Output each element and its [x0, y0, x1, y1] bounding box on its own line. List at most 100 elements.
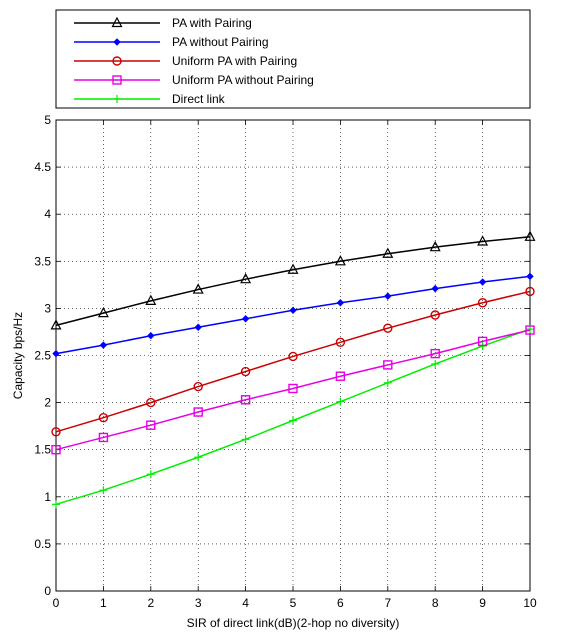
axis-ticks: 0 1 2 3 4 5 6 7 8 9 10 0 0.5 1 1.5 2 2.5 3 3.5 4 4.5 5	[34, 113, 537, 610]
y-tick-label: 2	[44, 396, 51, 410]
data-point-uniform-pa-without-pairing	[193, 407, 203, 417]
data-point-pa-with-pairing	[524, 230, 536, 241]
data-point-pa-with-pairing	[382, 247, 394, 258]
legend-item-direct-link: Direct link	[74, 92, 226, 106]
data-point-pa-with-pairing	[50, 319, 62, 330]
data-point-uniform-pa-without-pairing	[288, 383, 298, 394]
y-tick-label: 1	[44, 490, 51, 504]
data-point-pa-without-pairing	[194, 323, 202, 331]
legend-item-uniform-pa-without-pairing: Uniform PA without Pairing	[74, 73, 314, 87]
data-point-uniform-pa-without-pairing	[51, 445, 61, 455]
data-point-uniform-pa-without-pairing	[383, 360, 393, 370]
series-line-pa-with-pairing	[55, 236, 531, 327]
data-point-pa-without-pairing	[526, 272, 534, 281]
y-tick-label: 3.5	[34, 254, 51, 268]
data-point-pa-without-pairing	[52, 349, 60, 358]
data-point-direct-link	[52, 500, 60, 509]
x-tick-label: 4	[242, 596, 249, 610]
y-tick-label: 2.5	[34, 349, 51, 363]
series-line-uniform-pa-with-pairing	[55, 290, 531, 433]
legend-box	[55, 9, 531, 109]
legend-marker	[113, 38, 121, 46]
x-tick-label: 3	[195, 596, 202, 610]
series-pa-with-pairing	[50, 230, 536, 330]
data-point-pa-with-pairing	[192, 283, 204, 294]
data-point-pa-without-pairing	[147, 332, 155, 340]
data-point-direct-link	[99, 486, 108, 495]
data-point-pa-with-pairing	[477, 235, 489, 246]
series-line-uniform-pa-without-pairing	[55, 329, 531, 451]
legend-item-pa-with-pairing: PA with Pairing	[74, 16, 252, 30]
x-tick-label: 5	[290, 596, 297, 610]
data-point-pa-with-pairing	[145, 294, 157, 305]
legend-marker	[113, 95, 121, 103]
data-point-direct-link	[146, 470, 155, 479]
data-point-uniform-pa-with-pairing	[146, 397, 156, 408]
legend-label: Uniform PA without Pairing	[172, 73, 314, 87]
y-tick-label: 5	[44, 113, 51, 127]
data-point-uniform-pa-with-pairing	[240, 366, 251, 377]
data-point-uniform-pa-with-pairing	[430, 310, 440, 320]
data-point-pa-with-pairing	[240, 272, 252, 284]
data-point-uniform-pa-with-pairing	[193, 381, 203, 392]
legend-marker	[112, 75, 122, 85]
data-point-direct-link	[241, 435, 250, 444]
y-axis-label: Capacity bps/Hz	[11, 312, 25, 399]
data-point-uniform-pa-with-pairing	[288, 351, 298, 362]
grid	[56, 120, 530, 591]
data-point-pa-without-pairing	[478, 278, 487, 286]
data-point-uniform-pa-without-pairing	[477, 336, 488, 347]
y-tick-label: 0	[44, 584, 51, 598]
legend: PA with Pairing PA without Pairing Uniform…	[55, 9, 531, 109]
legend-label: PA without Pairing	[172, 35, 269, 49]
x-axis-label: SIR of direct link(dB)(2-hop no diversit…	[187, 616, 400, 630]
series-pa-without-pairing	[52, 272, 534, 358]
data-point-pa-without-pairing	[431, 284, 439, 293]
data-point-pa-without-pairing	[99, 341, 108, 349]
data-point-pa-without-pairing	[336, 299, 345, 307]
data-point-direct-link	[478, 342, 487, 351]
data-point-pa-without-pairing	[384, 292, 392, 300]
y-tick-label: 3	[44, 301, 51, 315]
legend-item-pa-without-pairing: PA without Pairing	[74, 35, 269, 49]
series-group	[50, 230, 536, 509]
data-point-direct-link	[336, 397, 345, 406]
legend-label: PA with Pairing	[172, 16, 252, 30]
data-point-direct-link	[383, 378, 392, 387]
legend-label: Direct link	[172, 92, 226, 106]
x-tick-label: 8	[432, 596, 439, 610]
y-tick-label: 4.5	[34, 160, 51, 174]
data-point-uniform-pa-with-pairing	[51, 427, 61, 437]
data-point-uniform-pa-without-pairing	[98, 432, 109, 443]
data-point-uniform-pa-without-pairing	[240, 395, 251, 405]
data-point-uniform-pa-with-pairing	[525, 286, 535, 297]
data-point-uniform-pa-with-pairing	[335, 337, 346, 348]
x-tick-label: 2	[147, 596, 154, 610]
data-point-pa-without-pairing	[289, 306, 297, 314]
x-tick-label: 1	[100, 596, 107, 610]
x-tick-label: 7	[384, 596, 391, 610]
data-point-pa-with-pairing	[334, 255, 346, 266]
data-point-direct-link	[431, 359, 440, 368]
data-point-direct-link	[289, 416, 297, 425]
data-point-uniform-pa-with-pairing	[383, 323, 393, 333]
y-tick-label: 1.5	[34, 443, 51, 457]
x-tick-label: 9	[479, 596, 486, 610]
x-tick-label: 0	[53, 596, 60, 610]
data-point-direct-link	[194, 453, 203, 462]
y-tick-label: 0.5	[34, 537, 51, 551]
data-point-pa-without-pairing	[241, 315, 250, 323]
legend-label: Uniform PA with Pairing	[172, 54, 297, 68]
y-tick-label: 4	[44, 207, 51, 221]
legend-marker	[112, 56, 122, 66]
legend-item-uniform-pa-with-pairing: Uniform PA with Pairing	[74, 54, 297, 68]
data-point-uniform-pa-without-pairing	[335, 371, 346, 381]
data-point-pa-with-pairing	[287, 263, 299, 274]
data-point-uniform-pa-without-pairing	[525, 325, 535, 335]
x-tick-label: 6	[337, 596, 344, 610]
data-point-uniform-pa-without-pairing	[146, 420, 156, 430]
data-point-uniform-pa-with-pairing	[98, 412, 109, 423]
series-uniform-pa-without-pairing	[51, 325, 535, 455]
